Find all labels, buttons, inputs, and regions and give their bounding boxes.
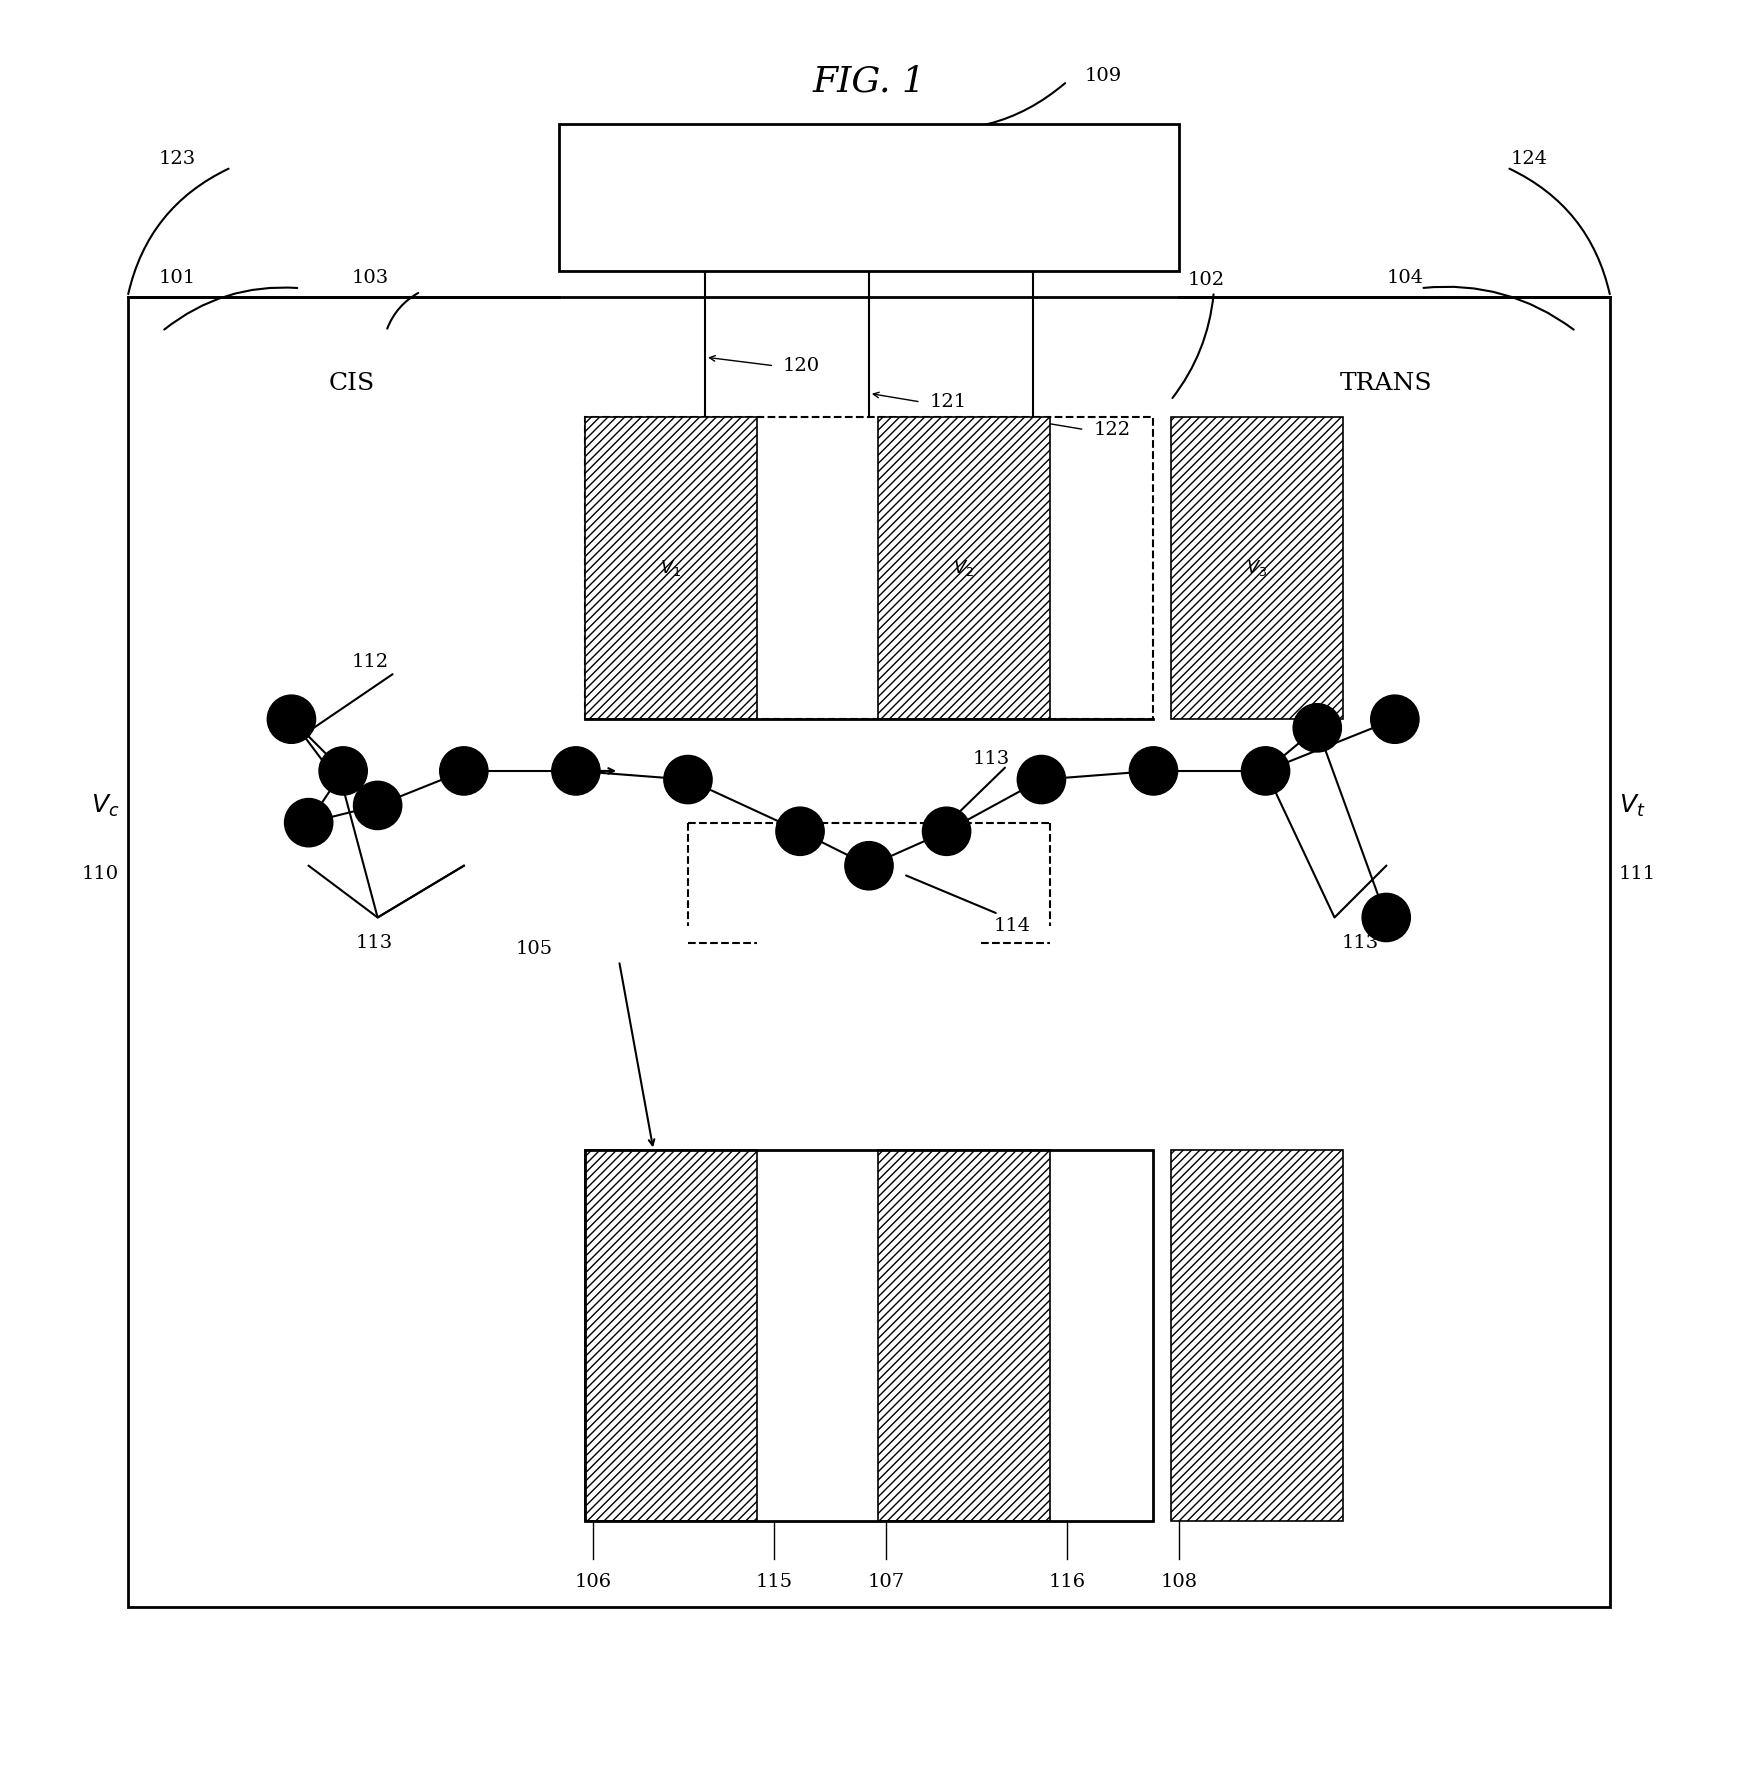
Circle shape [551,747,600,795]
Bar [127,297,1611,1607]
Circle shape [1363,894,1410,941]
Text: 101: 101 [158,268,196,286]
Bar [584,1150,1154,1521]
Text: 124: 124 [1510,150,1547,168]
Text: $V_t$: $V_t$ [1620,793,1646,818]
Circle shape [1130,747,1178,795]
Circle shape [1241,747,1290,795]
Text: TRANS: TRANS [1340,371,1432,394]
Bar [558,124,1180,270]
Text: $V_2$: $V_2$ [954,558,975,577]
Bar [584,417,758,719]
Text: 112: 112 [351,653,389,671]
Text: 104: 104 [1387,268,1423,286]
Text: $V_1$: $V_1$ [660,558,681,577]
Text: 114: 114 [992,917,1031,936]
Text: 116: 116 [1048,1574,1086,1591]
Text: 103: 103 [351,268,389,286]
Text: 105: 105 [516,940,553,957]
Circle shape [1017,756,1065,804]
Text: 113: 113 [1342,934,1378,952]
Text: $V_3$: $V_3$ [1246,558,1267,577]
Text: $V_c$: $V_c$ [90,793,118,818]
Text: 113: 113 [356,934,393,952]
Circle shape [664,756,713,804]
Text: 109: 109 [1085,67,1121,85]
Bar [878,1150,1050,1521]
Text: 113: 113 [973,751,1010,768]
Bar [878,417,1050,719]
Circle shape [353,781,401,830]
Text: FIG. 1: FIG. 1 [812,64,926,99]
Circle shape [268,696,316,743]
Circle shape [845,842,893,890]
Bar [584,1150,758,1521]
Text: 102: 102 [1189,270,1225,288]
Bar [1171,1150,1343,1521]
Text: 120: 120 [782,357,820,374]
Text: 122: 122 [1093,420,1130,438]
Text: 123: 123 [158,150,196,168]
Circle shape [1371,696,1418,743]
Text: 107: 107 [867,1574,905,1591]
Text: 111: 111 [1620,865,1656,883]
Text: 106: 106 [575,1574,612,1591]
Circle shape [775,807,824,855]
Circle shape [320,747,367,795]
Bar [584,417,1154,719]
Circle shape [1293,703,1342,752]
Circle shape [923,807,972,855]
Bar [1171,417,1343,719]
Text: 108: 108 [1161,1574,1197,1591]
Circle shape [285,798,332,846]
Text: 115: 115 [756,1574,793,1591]
Text: 110: 110 [82,865,118,883]
Text: 121: 121 [930,394,966,411]
Text: CIS: CIS [328,371,375,394]
Text: CONTROL UNIT: CONTROL UNIT [763,185,975,208]
Circle shape [440,747,488,795]
